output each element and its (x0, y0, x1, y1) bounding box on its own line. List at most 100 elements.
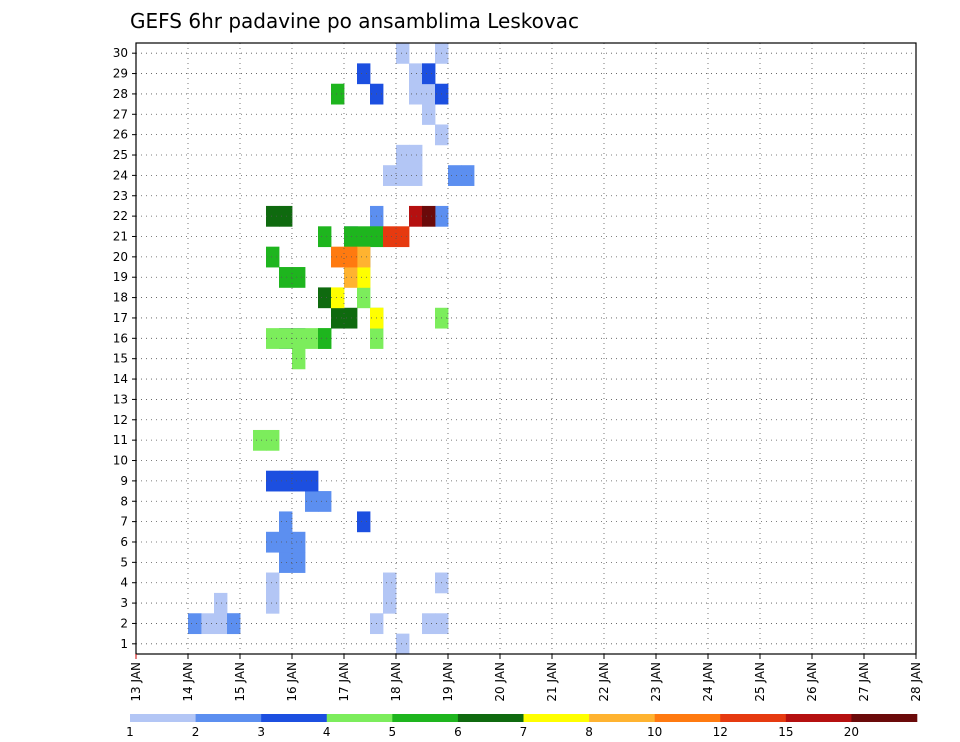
axis-layer: 1234567891011121314151617181920212223242… (113, 42, 923, 702)
colorbar-segment (654, 714, 721, 722)
precip-cell (318, 226, 332, 248)
precip-cell (357, 267, 371, 288)
y-tick-label: 30 (113, 46, 128, 60)
precip-cell (318, 287, 332, 309)
precip-cell (292, 552, 306, 573)
y-tick-label: 21 (113, 229, 128, 243)
x-tick-label: 17 JAN (337, 662, 351, 702)
y-tick-label: 16 (113, 331, 128, 345)
y-tick-label: 11 (113, 433, 128, 447)
precip-cell (279, 511, 293, 533)
precip-cell (461, 165, 475, 186)
colorbar-label: 3 (257, 725, 265, 739)
precip-cell (396, 633, 410, 655)
precip-cell (409, 83, 423, 105)
precip-cell (422, 205, 436, 227)
precip-cell (253, 429, 267, 451)
precip-cell (422, 104, 436, 125)
chart-title: GEFS 6hr padavine po ansamblima Leskovac (130, 9, 579, 33)
colorbar-label: 20 (844, 725, 859, 739)
y-tick-label: 9 (120, 474, 128, 488)
precip-cell (396, 43, 410, 64)
precip-cell (422, 83, 436, 105)
y-tick-label: 7 (120, 515, 128, 529)
y-tick-label: 28 (113, 87, 128, 101)
y-tick-label: 8 (120, 494, 128, 508)
precip-cell (344, 307, 358, 329)
y-tick-label: 10 (113, 454, 128, 468)
precip-cell (383, 572, 397, 594)
precip-cell (409, 144, 423, 166)
x-tick-label: 23 JAN (649, 662, 663, 702)
colorbar-label: 7 (520, 725, 528, 739)
precip-cell (409, 165, 423, 186)
plot-frame (135, 42, 917, 655)
y-tick-label: 6 (120, 535, 128, 549)
precip-cell (279, 470, 293, 492)
y-tick-label: 29 (113, 67, 128, 81)
precip-cell (448, 165, 462, 186)
precip-cell (331, 307, 345, 329)
precip-cell (292, 348, 306, 370)
x-tick-label: 16 JAN (285, 662, 299, 702)
grid-layer (136, 43, 916, 654)
precip-cell (383, 226, 397, 248)
y-tick-label: 23 (113, 189, 128, 203)
precip-cell (422, 613, 436, 635)
y-tick-label: 4 (120, 576, 128, 590)
y-tick-label: 19 (113, 270, 128, 284)
y-tick-label: 27 (113, 107, 128, 121)
colorbar-segment (130, 714, 196, 722)
colorbar-label: 4 (323, 725, 331, 739)
colorbar: 1 2 3 4 5 6 7 8 10 12 15 20 (126, 714, 918, 739)
colorbar-label: 5 (389, 725, 397, 739)
x-tick-label: 27 JAN (857, 662, 871, 702)
precip-cell (279, 205, 293, 227)
precip-cell (331, 83, 345, 105)
x-tick-label: 18 JAN (389, 662, 403, 702)
precip-cell (266, 328, 280, 349)
precip-cell (279, 531, 293, 553)
precip-cell (331, 287, 345, 309)
y-tick-label: 20 (113, 250, 128, 264)
colorbar-label: 8 (585, 725, 593, 739)
y-tick-label: 14 (113, 372, 128, 386)
colorbar-label: 2 (192, 725, 200, 739)
precip-cell (331, 246, 345, 268)
colorbar-label: 15 (778, 725, 793, 739)
precip-cell (357, 226, 371, 248)
y-tick-label: 3 (120, 596, 128, 610)
precip-cell (266, 531, 280, 553)
precip-cell (266, 572, 280, 594)
precip-cell (409, 205, 423, 227)
precip-cell (409, 63, 423, 85)
colorbar-segment (457, 714, 524, 722)
precip-cell (357, 511, 371, 533)
colorbar-label: 10 (647, 725, 662, 739)
precip-cell (396, 144, 410, 166)
precip-cell (266, 429, 280, 451)
precip-cell (279, 552, 293, 573)
y-tick-label: 12 (113, 413, 128, 427)
precip-cell (357, 63, 371, 85)
y-tick-label: 15 (113, 352, 128, 366)
x-tick-label: 13 JAN (129, 662, 143, 702)
x-tick-label: 14 JAN (181, 662, 195, 702)
precip-cell (383, 592, 397, 614)
y-tick-label: 17 (113, 311, 128, 325)
x-tick-label: 19 JAN (441, 662, 455, 702)
colorbar-segment (851, 714, 918, 722)
precip-cell (396, 165, 410, 186)
colorbar-segment (195, 714, 262, 722)
precip-cell (266, 205, 280, 227)
y-tick-label: 24 (113, 168, 128, 182)
precip-cell (292, 328, 306, 349)
precip-cell (201, 613, 215, 635)
precip-cell (214, 592, 228, 614)
y-tick-label: 5 (120, 555, 128, 569)
y-tick-label: 22 (113, 209, 128, 223)
precip-cell (214, 613, 228, 635)
colorbar-segment (392, 714, 459, 722)
y-tick-label: 26 (113, 128, 128, 142)
y-tick-label: 2 (120, 616, 128, 630)
